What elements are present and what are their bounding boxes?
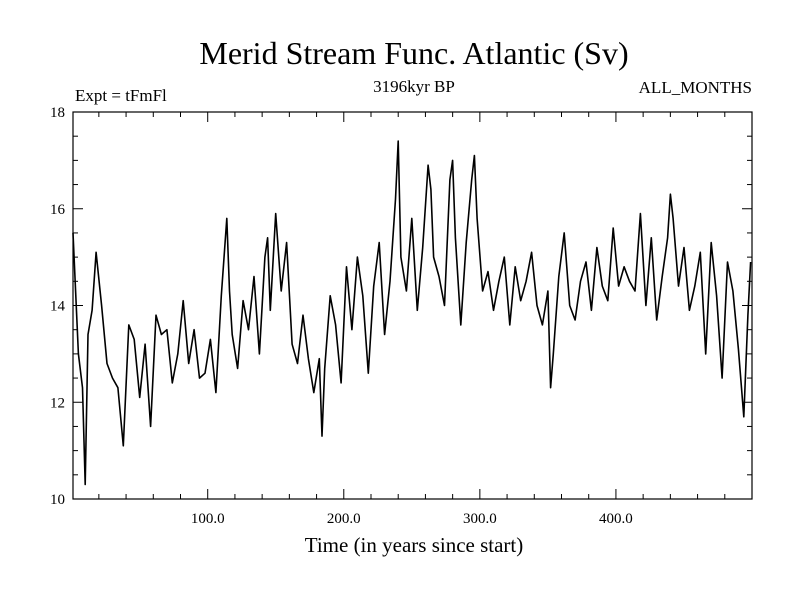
y-tick-label: 16 — [50, 202, 66, 218]
experiment-label: Expt = tFmFl — [75, 86, 167, 105]
x-tick-label: 100.0 — [191, 511, 225, 527]
x-axis-label: Time (in years since start) — [305, 533, 524, 557]
months-label: ALL_MONTHS — [639, 78, 752, 97]
chart-title: Merid Stream Func. Atlantic (Sv) — [199, 35, 628, 71]
y-tick-label: 10 — [50, 492, 65, 508]
plot-frame — [72, 111, 753, 500]
x-tick-label: 400.0 — [599, 511, 633, 527]
y-tick-label: 14 — [50, 299, 66, 315]
series-line — [72, 140, 752, 486]
y-tick-label: 12 — [50, 395, 65, 411]
y-tick-label: 18 — [50, 105, 65, 121]
time-bp-label: 3196kyr BP — [373, 77, 455, 96]
x-tick-label: 300.0 — [463, 511, 497, 527]
x-tick-label: 200.0 — [327, 511, 361, 527]
